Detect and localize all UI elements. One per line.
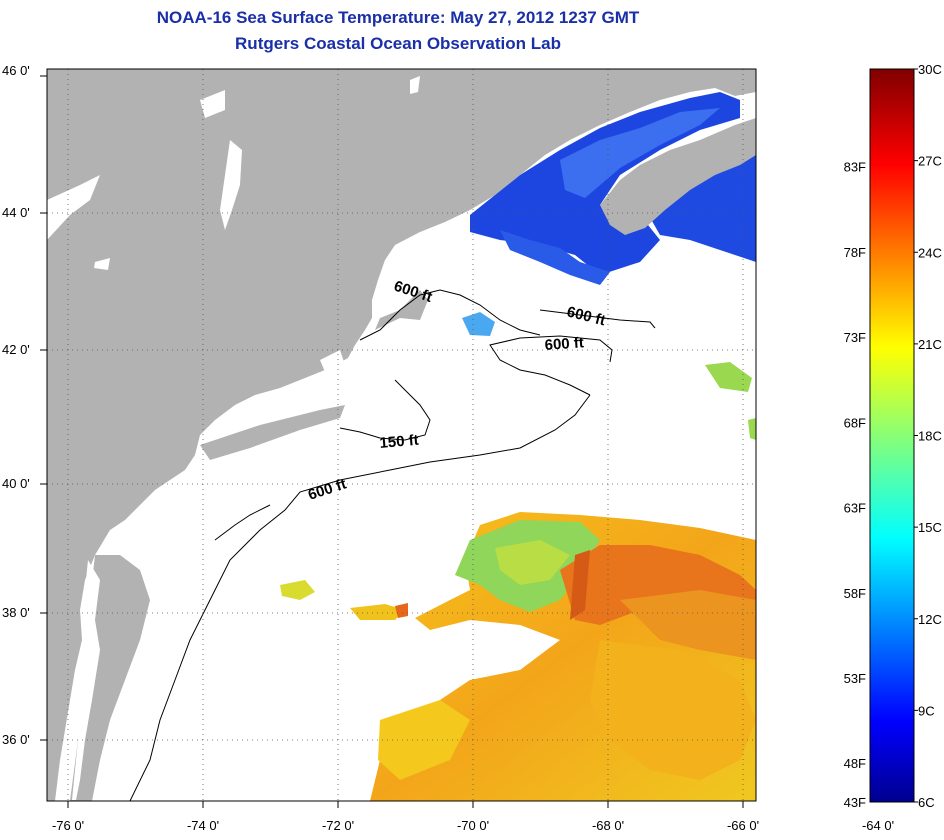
lat-tick-label: 46 0' <box>2 63 30 78</box>
colorbar-celsius-label: 18C <box>918 429 942 444</box>
colorbar-fahrenheit-label: 63F <box>844 501 866 516</box>
colorbar-celsius-label: 12C <box>918 612 942 627</box>
colorbar-celsius-label: 30C <box>918 62 942 77</box>
colorbar-fahrenheit-label: 43F <box>844 795 866 810</box>
colorbar-fahrenheit-label: 58F <box>844 586 866 601</box>
lon-tick-label: -72 0' <box>322 818 354 833</box>
depth-contours <box>129 289 656 801</box>
contour-label: 150 ft <box>379 432 420 452</box>
lat-tick-label: 38 0' <box>2 605 30 620</box>
map-title: NOAA-16 Sea Surface Temperature: May 27,… <box>156 8 640 27</box>
lon-tick-label: -64 0' <box>862 818 894 833</box>
colorbar-celsius-label: 6C <box>918 795 935 810</box>
axis-ticks <box>40 75 744 808</box>
lat-tick-label: 44 0' <box>2 205 30 220</box>
map-subtitle: Rutgers Coastal Ocean Observation Lab <box>235 34 561 53</box>
colorbar-fahrenheit-label: 48F <box>844 756 866 771</box>
map-frame <box>46 68 757 802</box>
colorbar-celsius-label: 24C <box>918 245 942 260</box>
lon-tick-label: -76 0' <box>52 818 84 833</box>
graticule <box>47 69 756 801</box>
lat-tick-label: 42 0' <box>2 342 30 357</box>
lon-tick-label: -66 0' <box>727 818 759 833</box>
colorbar-fahrenheit-label: 78F <box>844 245 866 260</box>
lon-tick-label: -68 0' <box>592 818 624 833</box>
colorbar-fahrenheit-label: 53F <box>844 671 866 686</box>
lon-tick-label: -70 0' <box>457 818 489 833</box>
lon-tick-label: -74 0' <box>187 818 219 833</box>
colorbar-fahrenheit-label: 68F <box>844 415 866 430</box>
colorbar-celsius-label: 27C <box>918 154 942 169</box>
contour-label: 600 ft <box>544 334 584 354</box>
colorbar-gradient <box>869 68 915 803</box>
colorbar-celsius-label: 21C <box>918 337 942 352</box>
lat-tick-label: 40 0' <box>2 476 30 491</box>
lat-tick-label: 36 0' <box>2 732 30 747</box>
colorbar-celsius-label: 9C <box>918 703 935 718</box>
warm-water-region <box>280 362 756 801</box>
colorbar-celsius-label: 15C <box>918 520 942 535</box>
land-mass <box>47 69 756 801</box>
colorbar-fahrenheit-label: 73F <box>844 330 866 345</box>
colorbar-fahrenheit-label: 83F <box>844 160 866 175</box>
cold-water-region <box>462 92 756 336</box>
